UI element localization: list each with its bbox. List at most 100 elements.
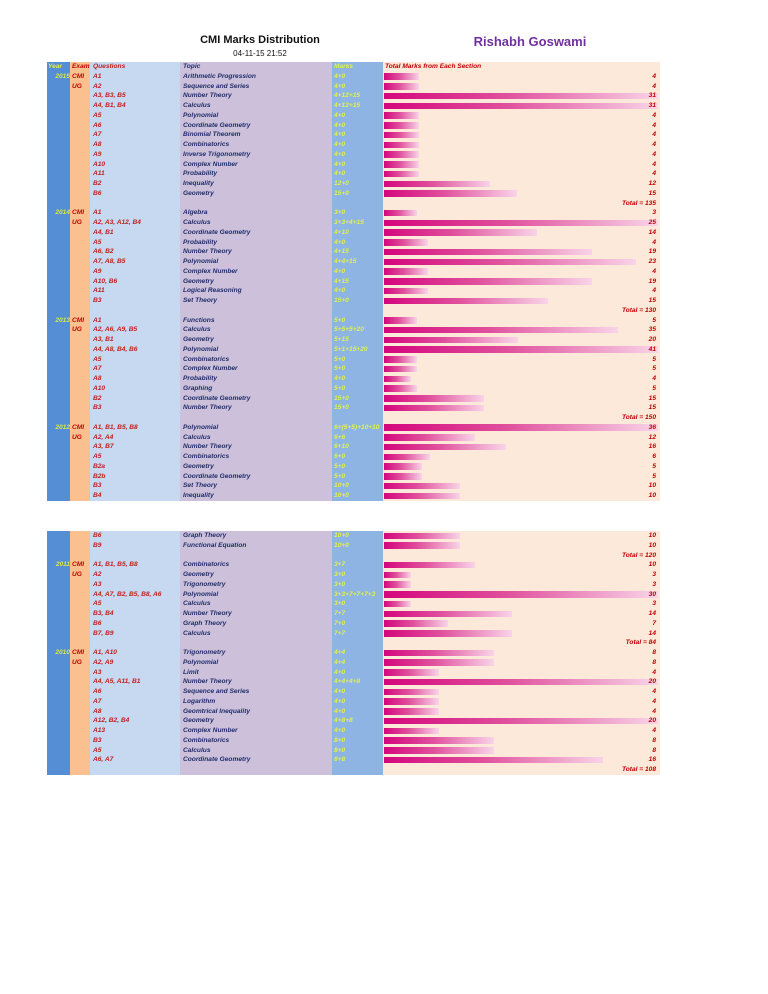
exam-cell (70, 374, 90, 384)
exam-cell: CMI (70, 315, 90, 326)
total-marks-value: 10 (648, 561, 656, 569)
total-marks-cell: 16 (383, 442, 660, 452)
year-cell (47, 198, 70, 209)
exam-cell (70, 745, 90, 756)
total-marks-cell: 15 (383, 403, 660, 413)
topic-cell: Combinatorics (180, 735, 332, 746)
exam-cell (70, 696, 90, 707)
marks-cell: 10+0 (332, 531, 383, 541)
total-marks-cell: 6 (383, 452, 660, 462)
questions-cell: B6 (90, 188, 180, 199)
topic-cell (180, 305, 332, 316)
year-cell: 2014 (47, 208, 70, 218)
marks-bar (384, 542, 461, 549)
marks-cell: 8+0 (332, 745, 383, 756)
questions-cell: A6, A7 (90, 755, 180, 765)
year-cell (47, 667, 70, 678)
topic-cell: Calculus (180, 628, 332, 639)
total-marks-cell: 4 (383, 159, 660, 170)
marks-bar (384, 561, 476, 569)
topic-cell: Functions (180, 315, 332, 326)
total-marks-cell: 3 (383, 570, 660, 580)
marks-cell: 3+0 (332, 570, 383, 580)
questions-cell: A5 (90, 452, 180, 462)
total-marks-value: 4 (652, 121, 656, 129)
topic-cell: Trigonometry (180, 579, 332, 590)
topic-cell: Logical Reasoning (180, 286, 332, 296)
topic-cell: Coordinate Geometry (180, 393, 332, 404)
total-marks-value: 20 (648, 678, 656, 686)
total-marks-cell: 23 (383, 257, 660, 267)
marks-cell: 4+0 (332, 696, 383, 707)
total-marks-cell: 4 (383, 706, 660, 717)
total-marks-value: 15 (648, 394, 656, 402)
total-marks-value: 20 (648, 717, 656, 725)
total-marks-value: 3 (652, 580, 656, 588)
year-total-label: Total = 84 (625, 639, 656, 647)
exam-cell (70, 227, 90, 238)
exam-cell (70, 540, 90, 551)
exam-cell (70, 266, 90, 277)
year-cell (47, 579, 70, 590)
topic-cell: Graphing (180, 383, 332, 394)
topic-cell: Probability (180, 374, 332, 384)
questions-cell: A5 (90, 745, 180, 756)
marks-cell: 5+0 (332, 461, 383, 472)
total-marks-cell: 4 (383, 140, 660, 150)
year-cell (47, 188, 70, 199)
total-marks-cell: 15 (383, 393, 660, 404)
marks-cell: 4+12+15 (332, 101, 383, 111)
exam-cell (70, 393, 90, 404)
questions-cell: A13 (90, 726, 180, 736)
year-cell (47, 276, 70, 287)
total-marks-value: 4 (652, 707, 656, 715)
marks-cell: 5+15 (332, 335, 383, 345)
marks-cell: 6+10 (332, 442, 383, 452)
total-marks-value: 5 (652, 384, 656, 392)
year-cell (47, 442, 70, 452)
total-marks-value: 36 (648, 423, 656, 431)
total-marks-value: 4 (652, 160, 656, 168)
year-total-cell: Total = 84 (383, 638, 660, 648)
total-marks-cell: 5 (383, 471, 660, 482)
exam-cell (70, 765, 90, 775)
total-marks-value: 5 (652, 316, 656, 324)
questions-cell: A8 (90, 706, 180, 717)
marks-bar (384, 161, 420, 168)
marks-cell: 4+10 (332, 227, 383, 238)
exam-cell (70, 198, 90, 209)
marks-bar (384, 747, 494, 754)
exam-cell (70, 91, 90, 101)
marks-cell: 3+7 (332, 560, 383, 570)
exam-cell (70, 735, 90, 746)
exam-cell (70, 599, 90, 609)
marks-bar (384, 434, 476, 441)
year-cell (47, 589, 70, 600)
total-marks-value: 5 (652, 472, 656, 480)
year-cell (47, 383, 70, 394)
total-marks-cell: 30 (383, 589, 660, 600)
questions-cell: B2 (90, 179, 180, 189)
marks-cell: 4+0 (332, 81, 383, 92)
exam-cell: UG (70, 81, 90, 92)
exam-cell: UG (70, 432, 90, 443)
marks-bar (384, 620, 448, 627)
marks-cell: 5+0 (332, 364, 383, 374)
year-cell (47, 452, 70, 462)
marks-bar (384, 610, 512, 617)
marks-cell: 5+1+15+20 (332, 344, 383, 355)
year-cell (47, 491, 70, 501)
topic-cell: Polynomial (180, 589, 332, 600)
marks-bar (384, 112, 420, 119)
marks-bar (384, 92, 658, 100)
exam-cell (70, 179, 90, 189)
total-marks-value: 12 (648, 433, 656, 441)
total-marks-value: 5 (652, 355, 656, 363)
marks-cell: 7+0 (332, 618, 383, 629)
marks-bar (384, 190, 517, 197)
total-marks-value: 23 (648, 258, 656, 265)
exam-cell: UG (70, 657, 90, 668)
topic-cell: Geometry (180, 188, 332, 199)
exam-cell (70, 101, 90, 111)
total-marks-value: 25 (648, 219, 656, 226)
